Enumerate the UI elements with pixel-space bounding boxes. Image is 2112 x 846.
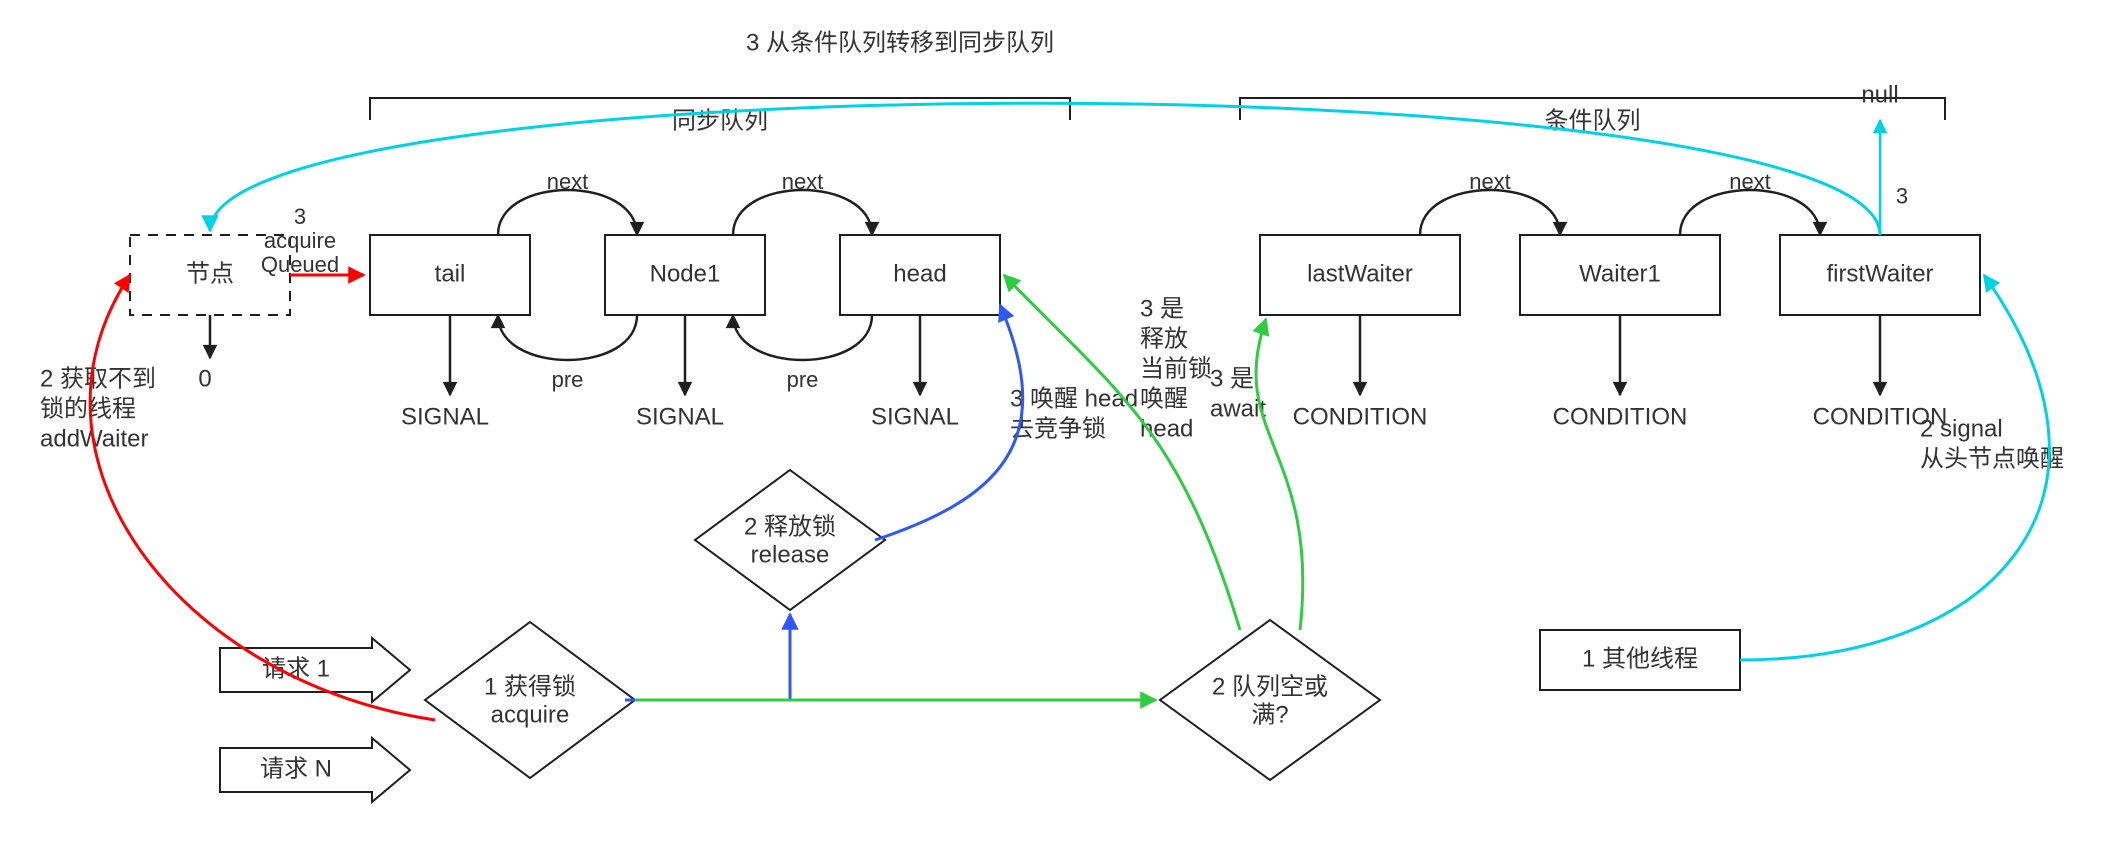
- cond-next-0-label: next: [1469, 169, 1511, 194]
- flow-acq-to-rel: [625, 614, 790, 700]
- node-waiter1-label: Waiter1: [1579, 260, 1661, 287]
- cond-next-0: [1420, 190, 1560, 235]
- top-transfer-label: 3 从条件队列转移到同步队列: [746, 29, 1054, 56]
- sync-next-0-label: next: [547, 169, 589, 194]
- request-arrow-n-label: 请求 N: [260, 755, 332, 782]
- node-head-label: head: [893, 260, 946, 287]
- acquire-queued-l2: Queued: [261, 252, 339, 277]
- status-waiter1_cond: CONDITION: [1553, 403, 1688, 430]
- null-label: null: [1861, 81, 1898, 108]
- sync-next-1-label: next: [782, 169, 824, 194]
- status-tail_signal: SIGNAL: [401, 403, 489, 430]
- node-jiedian-label: 节点: [186, 260, 234, 287]
- status-jiedian_zero: 0: [198, 365, 211, 392]
- sync-next-1: [733, 190, 872, 235]
- sync-pre-1-label: pre: [787, 367, 819, 392]
- acquire-queued-l1: acquire: [264, 228, 336, 253]
- text-signal-1: 从头节点唤醒: [1920, 445, 2064, 472]
- text-wakeHead-0: 3 唤醒 head: [1010, 385, 1138, 412]
- status-node1_signal: SIGNAL: [636, 403, 724, 430]
- diamond-release-l2: release: [751, 541, 830, 568]
- sync-pre-1: [733, 315, 872, 360]
- node-lastWaiter-label: lastWaiter: [1307, 260, 1413, 287]
- node-tail-label: tail: [435, 260, 466, 287]
- node-otherThread-label: 1 其他线程: [1582, 645, 1698, 672]
- node-firstWaiter-label: firstWaiter: [1826, 260, 1933, 287]
- diamond-acquire-l1: 1 获得锁: [484, 673, 576, 700]
- flow-queue-to-head: [1004, 275, 1240, 630]
- flow-queue-to-lastwaiter: [1256, 319, 1303, 630]
- cond-next-1: [1680, 190, 1820, 235]
- diamond-queue-l2: 满?: [1251, 701, 1288, 728]
- status-head_signal: SIGNAL: [871, 403, 959, 430]
- text-addWaiter-0: 2 获取不到: [40, 365, 156, 392]
- text-await-0: 3 是: [1210, 365, 1254, 392]
- text-releaseCur-0: 3 是: [1140, 295, 1184, 322]
- text-releaseCur-2: 当前锁: [1140, 355, 1212, 382]
- diamond-release-l1: 2 释放锁: [744, 513, 836, 540]
- diamond-queue-l1: 2 队列空或: [1212, 673, 1328, 700]
- text-addWaiter-1: 锁的线程: [40, 395, 136, 422]
- cond-next-1-label: next: [1729, 169, 1771, 194]
- text-signal-0: 2 signal: [1920, 415, 2003, 442]
- sync-pre-0-label: pre: [552, 367, 584, 392]
- sync-next-0: [498, 190, 637, 235]
- null-side-3: 3: [1896, 183, 1908, 208]
- acquire-queued-3: 3: [294, 204, 306, 229]
- text-releaseCur-1: 释放: [1140, 325, 1188, 352]
- status-last_cond: CONDITION: [1293, 403, 1428, 430]
- text-releaseCur-3: 唤醒: [1140, 385, 1188, 412]
- diamond-acquire-l2: acquire: [491, 701, 570, 728]
- sync-pre-0: [498, 315, 637, 360]
- text-wakeHead-1: 去竞争锁: [1010, 415, 1106, 442]
- node-node1-label: Node1: [650, 260, 721, 287]
